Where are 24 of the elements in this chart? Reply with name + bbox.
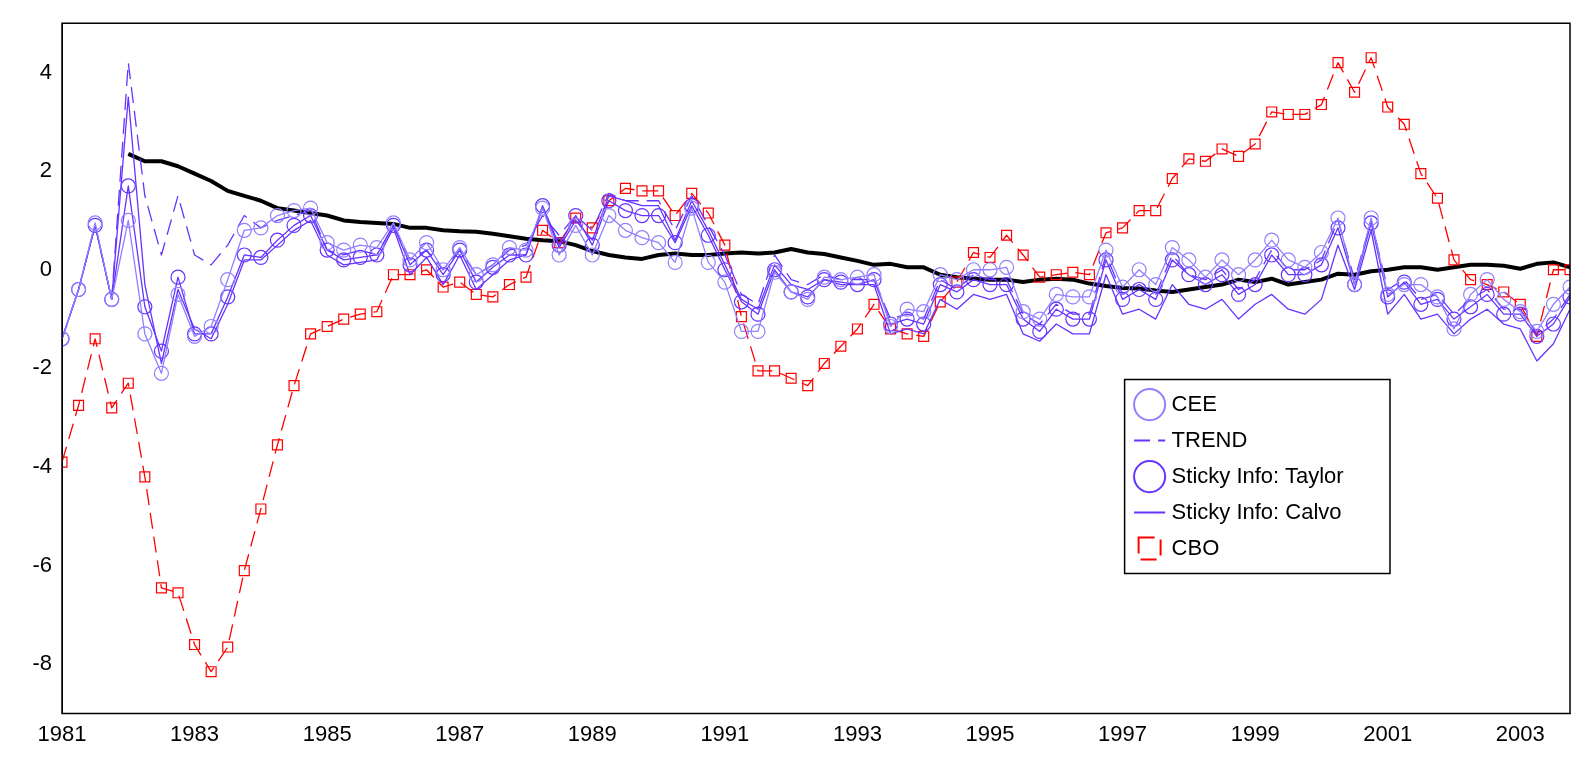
y-tick-label: 4 (39, 58, 52, 84)
x-tick-label: 1999 (1230, 720, 1280, 746)
y-tick-label: -4 (32, 453, 52, 479)
x-tick-label: 1987 (435, 720, 485, 746)
x-tick-label: 1995 (965, 720, 1015, 746)
x-tick-label: 1989 (567, 720, 617, 746)
x-tick-label: 1983 (170, 720, 220, 746)
legend-label: Sticky Info: Calvo (1171, 498, 1342, 524)
legend-label: TREND (1171, 426, 1248, 452)
legend-label: Sticky Info: Taylor (1171, 462, 1344, 488)
legend-label: CEE (1171, 390, 1217, 416)
y-tick-label: 0 (39, 255, 52, 281)
x-tick-label: 1985 (302, 720, 352, 746)
x-tick-label: 2001 (1363, 720, 1413, 746)
x-tick-label: 1981 (37, 720, 87, 746)
x-tick-label: 1993 (832, 720, 882, 746)
y-tick-label: 2 (39, 157, 52, 183)
y-tick-label: -6 (32, 551, 52, 577)
x-tick-label: 2003 (1495, 720, 1545, 746)
y-tick-label: -8 (32, 650, 52, 676)
x-tick-label: 1997 (1098, 720, 1148, 746)
legend-label: CBO (1171, 534, 1220, 560)
x-tick-label: 1991 (700, 720, 750, 746)
y-tick-label: -2 (32, 354, 52, 380)
